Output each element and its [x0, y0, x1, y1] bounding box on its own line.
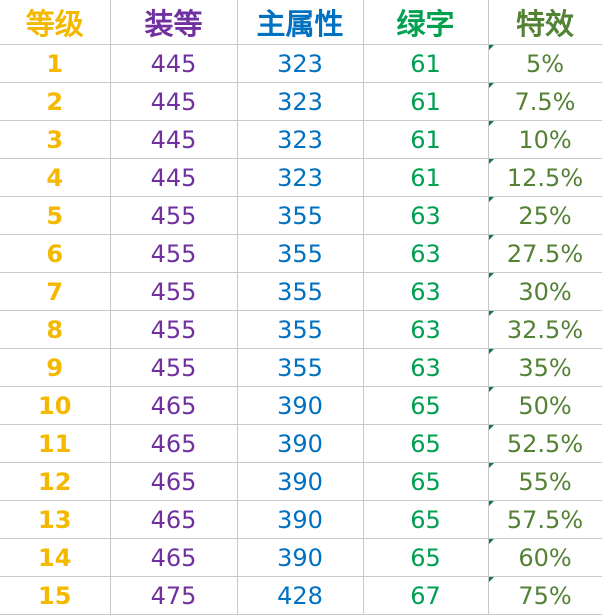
main-stat-cell[interactable]: 355: [236, 272, 364, 311]
main-stat-cell[interactable]: 355: [236, 310, 364, 349]
level-cell[interactable]: 5: [0, 196, 111, 235]
effect-cell[interactable]: 30%: [487, 272, 602, 311]
level-cell[interactable]: 2: [0, 82, 111, 121]
level-cell[interactable]: 8: [0, 310, 111, 349]
table-row: 11 465 390 65 52.5%: [0, 424, 602, 463]
ilvl-cell[interactable]: 465: [109, 538, 238, 577]
effect-cell[interactable]: 25%: [487, 196, 602, 235]
level-cell[interactable]: 14: [0, 538, 111, 577]
main-stat-cell[interactable]: 323: [236, 44, 364, 83]
effect-cell[interactable]: 55%: [487, 462, 602, 501]
ilvl-cell[interactable]: 475: [109, 576, 238, 615]
main-stat-cell[interactable]: 428: [236, 576, 364, 615]
effect-cell[interactable]: 7.5%: [487, 82, 602, 121]
effect-cell[interactable]: 52.5%: [487, 424, 602, 463]
main-stat-cell[interactable]: 323: [236, 120, 364, 159]
green-stat-cell[interactable]: 63: [362, 234, 489, 273]
table-row: 8 455 355 63 32.5%: [0, 310, 602, 349]
level-cell[interactable]: 13: [0, 500, 111, 539]
main-stat-cell[interactable]: 355: [236, 234, 364, 273]
header-ilvl[interactable]: 装等: [109, 0, 238, 45]
header-effect[interactable]: 特效: [487, 0, 602, 45]
ilvl-cell[interactable]: 445: [109, 44, 238, 83]
green-stat-cell[interactable]: 63: [362, 310, 489, 349]
ilvl-cell[interactable]: 455: [109, 348, 238, 387]
level-cell[interactable]: 6: [0, 234, 111, 273]
main-stat-cell[interactable]: 390: [236, 462, 364, 501]
main-stat-cell[interactable]: 390: [236, 538, 364, 577]
ilvl-cell[interactable]: 455: [109, 272, 238, 311]
effect-cell[interactable]: 32.5%: [487, 310, 602, 349]
ilvl-cell[interactable]: 465: [109, 386, 238, 425]
ilvl-cell[interactable]: 455: [109, 196, 238, 235]
table-row: 4 445 323 61 12.5%: [0, 158, 602, 197]
main-stat-cell[interactable]: 390: [236, 386, 364, 425]
table-row: 6 455 355 63 27.5%: [0, 234, 602, 273]
level-cell[interactable]: 12: [0, 462, 111, 501]
green-stat-cell[interactable]: 65: [362, 538, 489, 577]
effect-cell[interactable]: 27.5%: [487, 234, 602, 273]
main-stat-cell[interactable]: 390: [236, 424, 364, 463]
header-level[interactable]: 等级: [0, 0, 111, 45]
main-stat-cell[interactable]: 355: [236, 196, 364, 235]
level-cell[interactable]: 15: [0, 576, 111, 615]
table-row: 3 445 323 61 10%: [0, 120, 602, 159]
green-stat-cell[interactable]: 63: [362, 196, 489, 235]
table-row: 5 455 355 63 25%: [0, 196, 602, 235]
green-stat-cell[interactable]: 67: [362, 576, 489, 615]
main-stat-cell[interactable]: 323: [236, 158, 364, 197]
green-stat-cell[interactable]: 65: [362, 500, 489, 539]
effect-cell[interactable]: 12.5%: [487, 158, 602, 197]
green-stat-cell[interactable]: 61: [362, 44, 489, 83]
level-cell[interactable]: 4: [0, 158, 111, 197]
level-cell[interactable]: 3: [0, 120, 111, 159]
level-cell[interactable]: 11: [0, 424, 111, 463]
table-row: 15 475 428 67 75%: [0, 576, 602, 615]
ilvl-cell[interactable]: 465: [109, 462, 238, 501]
ilvl-cell[interactable]: 445: [109, 158, 238, 197]
level-cell[interactable]: 9: [0, 348, 111, 387]
table-row: 9 455 355 63 35%: [0, 348, 602, 387]
table-row: 14 465 390 65 60%: [0, 538, 602, 577]
ilvl-cell[interactable]: 455: [109, 234, 238, 273]
effect-cell[interactable]: 60%: [487, 538, 602, 577]
header-main-stat[interactable]: 主属性: [236, 0, 364, 45]
green-stat-cell[interactable]: 63: [362, 348, 489, 387]
green-stat-cell[interactable]: 61: [362, 82, 489, 121]
green-stat-cell[interactable]: 63: [362, 272, 489, 311]
table-row: 7 455 355 63 30%: [0, 272, 602, 311]
ilvl-cell[interactable]: 465: [109, 500, 238, 539]
main-stat-cell[interactable]: 323: [236, 82, 364, 121]
table-row: 1 445 323 61 5%: [0, 44, 602, 83]
level-cell[interactable]: 10: [0, 386, 111, 425]
header-row: 等级 装等 主属性 绿字 特效: [0, 0, 602, 45]
ilvl-cell[interactable]: 455: [109, 310, 238, 349]
header-green-stat[interactable]: 绿字: [362, 0, 489, 45]
table-row: 12 465 390 65 55%: [0, 462, 602, 501]
effect-cell[interactable]: 50%: [487, 386, 602, 425]
green-stat-cell[interactable]: 65: [362, 462, 489, 501]
level-cell[interactable]: 1: [0, 44, 111, 83]
ilvl-cell[interactable]: 445: [109, 120, 238, 159]
effect-cell[interactable]: 75%: [487, 576, 602, 615]
table-row: 10 465 390 65 50%: [0, 386, 602, 425]
effect-cell[interactable]: 10%: [487, 120, 602, 159]
ilvl-cell[interactable]: 445: [109, 82, 238, 121]
effect-cell[interactable]: 35%: [487, 348, 602, 387]
green-stat-cell[interactable]: 65: [362, 386, 489, 425]
level-cell[interactable]: 7: [0, 272, 111, 311]
main-stat-cell[interactable]: 355: [236, 348, 364, 387]
main-stat-cell[interactable]: 390: [236, 500, 364, 539]
table-row: 13 465 390 65 57.5%: [0, 500, 602, 539]
green-stat-cell[interactable]: 65: [362, 424, 489, 463]
table-row: 2 445 323 61 7.5%: [0, 82, 602, 121]
green-stat-cell[interactable]: 61: [362, 120, 489, 159]
effect-cell[interactable]: 57.5%: [487, 500, 602, 539]
effect-cell[interactable]: 5%: [487, 44, 602, 83]
ilvl-cell[interactable]: 465: [109, 424, 238, 463]
green-stat-cell[interactable]: 61: [362, 158, 489, 197]
